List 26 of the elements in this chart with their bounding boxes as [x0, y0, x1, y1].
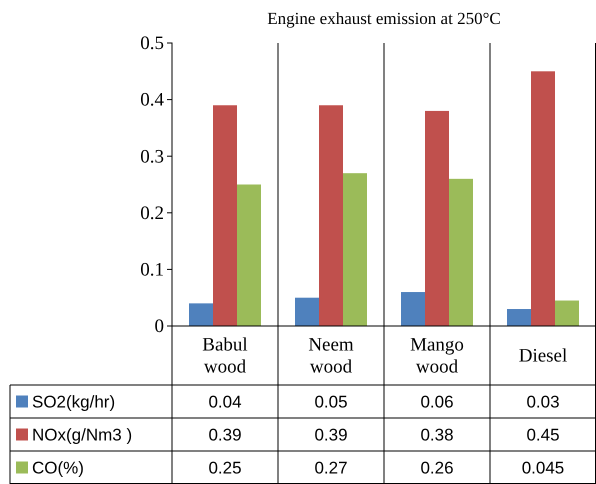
data-label: 0.27 — [314, 458, 348, 478]
data-label: 0.06 — [420, 392, 454, 412]
legend-label: CO(%) — [32, 458, 84, 478]
data-label: 0.04 — [208, 392, 242, 412]
data-label: 0.05 — [314, 392, 348, 412]
y-tick-label: 0.3 — [140, 146, 164, 168]
x-tick-label: Diesel — [518, 346, 568, 366]
y-tick-label: 0 — [154, 316, 164, 338]
data-label: 0.39 — [314, 426, 348, 444]
data-label: 0.25 — [208, 458, 242, 478]
x-tick-label: Babul wood — [202, 334, 248, 378]
x-tick-label: Mango wood — [410, 334, 464, 378]
chart-title: Engine exhaust emission at 250°C — [267, 9, 501, 28]
legend-label: SO2(kg/hr) — [32, 392, 116, 412]
data-label: 0.045 — [522, 458, 564, 478]
y-tick-label: 0.5 — [140, 33, 164, 54]
data-label: 0.03 — [526, 392, 560, 412]
legend-label: NOx(g/Nm3 ) — [32, 426, 132, 444]
data-label: 0.26 — [420, 458, 454, 478]
y-tick-label: 0.4 — [140, 90, 164, 111]
data-label: 0.45 — [526, 426, 560, 444]
y-tick-label: 0.1 — [140, 259, 164, 280]
y-tick-label: 0.2 — [140, 202, 164, 224]
x-tick-label: Neem wood — [308, 334, 354, 378]
data-label: 0.39 — [208, 426, 242, 444]
data-label: 0.38 — [420, 426, 454, 444]
